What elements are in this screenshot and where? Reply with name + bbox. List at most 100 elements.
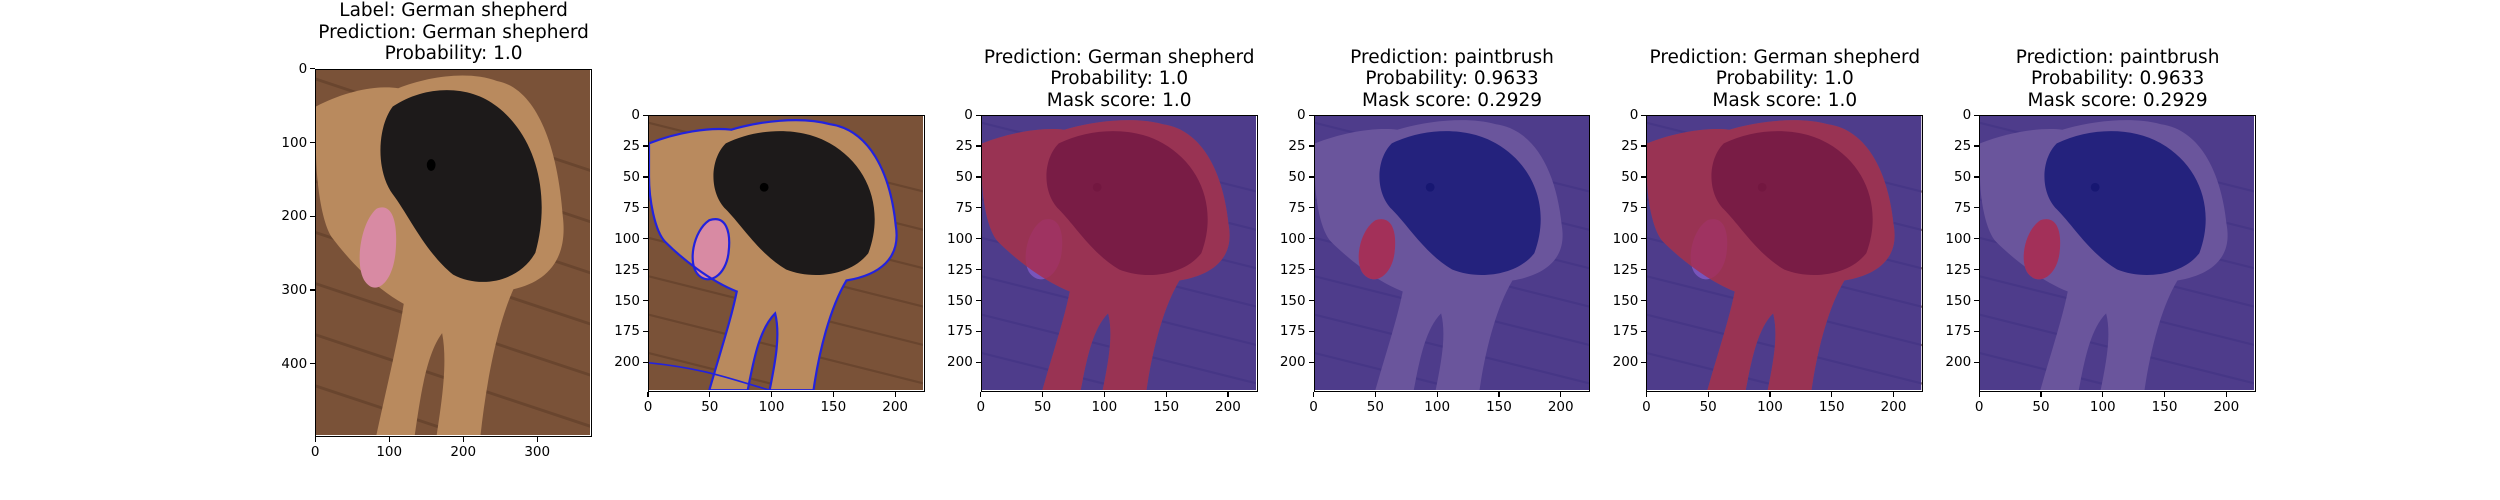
x-tick-mark [1436, 392, 1438, 397]
dog-image [649, 116, 924, 391]
y-tick-mark [643, 361, 648, 363]
y-tick-label: 300 [281, 282, 308, 299]
y-tick-label: 125 [947, 261, 973, 278]
y-tick-mark [643, 330, 648, 333]
y-tick-mark [975, 176, 981, 178]
y-tick-mark [975, 114, 981, 116]
x-tick-label: 50 [1699, 399, 1717, 415]
y-tick-label: 175 [947, 323, 973, 340]
x-tick-mark [1892, 392, 1895, 397]
x-tick-mark [1498, 392, 1500, 397]
y-tick-mark [1974, 269, 1980, 271]
dog-image [1647, 116, 1922, 391]
x-tick-label: 200 [1880, 399, 1907, 415]
x-tick-mark [1165, 392, 1167, 397]
y-tick-mark [1308, 299, 1314, 302]
y-tick-label: 0 [298, 60, 308, 77]
y-tick-mark [975, 238, 981, 240]
y-tick-mark [975, 330, 981, 333]
y-tick-label: 50 [1621, 168, 1639, 185]
y-tick-mark [643, 114, 648, 116]
tongue-contour [691, 218, 731, 281]
x-tick-label: 300 [524, 443, 551, 460]
background-overlay [1980, 116, 2255, 391]
x-tick-mark [1041, 392, 1044, 397]
title-line: Probability: 0.9633 [2030, 68, 2205, 90]
x-tick-label: 200 [450, 443, 477, 460]
x-tick-label: 200 [1547, 399, 1574, 415]
y-tick-label: 75 [1288, 199, 1306, 216]
y-tick-label: 50 [622, 168, 640, 185]
x-tick-mark [462, 436, 464, 442]
title-line: Mask score: 1.0 [1712, 89, 1858, 111]
dog-image [1980, 116, 2255, 391]
x-tick-mark [536, 436, 538, 442]
x-tick-mark [1769, 392, 1771, 397]
y-tick-label: 50 [955, 168, 973, 185]
y-tick-mark [1308, 114, 1314, 116]
y-tick-mark [975, 299, 981, 302]
y-tick-mark [1974, 238, 1980, 240]
dog-tongue [692, 219, 730, 280]
y-tick-label: 125 [1612, 261, 1639, 278]
subplot-title: Prediction: paintbrush Probability: 0.963… [1918, 47, 2318, 112]
y-tick-mark [310, 68, 316, 70]
title-line: Mask score: 1.0 [1046, 89, 1192, 111]
y-tick-label: 175 [1945, 323, 1972, 340]
y-tick-label: 200 [1279, 354, 1306, 371]
x-tick-mark [1978, 392, 1980, 397]
y-tick-mark [1641, 299, 1647, 302]
y-tick-label: 0 [1297, 107, 1306, 124]
y-tick-mark [1308, 361, 1314, 363]
x-tick-mark [1707, 392, 1709, 397]
y-tick-label: 0 [964, 107, 973, 124]
subplot-title: Label: German shepherd Prediction: German… [254, 0, 654, 65]
y-tick-mark [1974, 114, 1980, 116]
x-tick-mark [1645, 392, 1647, 397]
x-tick-mark [2225, 392, 2227, 397]
title-line: Prediction: German shepherd [318, 21, 589, 43]
x-tick-label: 50 [701, 399, 719, 415]
x-tick-label: 0 [976, 399, 986, 415]
mask-contour [649, 362, 770, 391]
y-tick-label: 0 [1962, 107, 1972, 124]
y-tick-label: 150 [1279, 292, 1306, 309]
y-tick-mark [643, 176, 648, 178]
y-tick-label: 125 [1945, 261, 1972, 278]
x-tick-mark [1374, 392, 1376, 397]
x-tick-mark [2040, 392, 2042, 397]
y-tick-label: 200 [614, 354, 640, 371]
y-tick-mark [975, 269, 981, 271]
x-tick-label: 150 [1153, 399, 1180, 415]
y-tick-label: 50 [1288, 168, 1306, 185]
image-axes [980, 115, 1258, 392]
y-tick-mark [1308, 176, 1314, 178]
dog-saddle [713, 131, 875, 276]
y-tick-mark [975, 361, 981, 363]
y-tick-mark [643, 299, 648, 302]
y-tick-mark [1641, 176, 1647, 178]
y-tick-mark [1974, 361, 1980, 363]
y-tick-label: 100 [1612, 230, 1639, 247]
y-tick-label: 200 [281, 208, 308, 225]
title-line: Prediction: German shepherd [983, 46, 1255, 68]
y-tick-mark [1974, 145, 1980, 147]
y-tick-mark [975, 145, 981, 147]
dog-mask-overlay [1647, 120, 1895, 391]
y-tick-mark [310, 215, 316, 217]
y-tick-mark [1308, 145, 1314, 147]
y-tick-mark [1974, 330, 1980, 333]
x-tick-mark [1227, 392, 1229, 397]
x-tick-mark [1560, 392, 1562, 397]
y-tick-mark [1641, 145, 1647, 147]
y-tick-label: 75 [622, 199, 640, 216]
y-tick-mark [1974, 207, 1980, 209]
x-tick-label: 50 [2032, 399, 2050, 415]
x-tick-label: 0 [1309, 399, 1318, 415]
title-line: Probability: 1.0 [384, 43, 523, 65]
x-tick-label: 0 [310, 443, 320, 460]
tongue-mask-overlay [2023, 219, 2061, 280]
y-tick-mark [1641, 238, 1647, 240]
x-tick-mark [832, 392, 834, 397]
title-line: Prediction: paintbrush [1350, 46, 1554, 68]
